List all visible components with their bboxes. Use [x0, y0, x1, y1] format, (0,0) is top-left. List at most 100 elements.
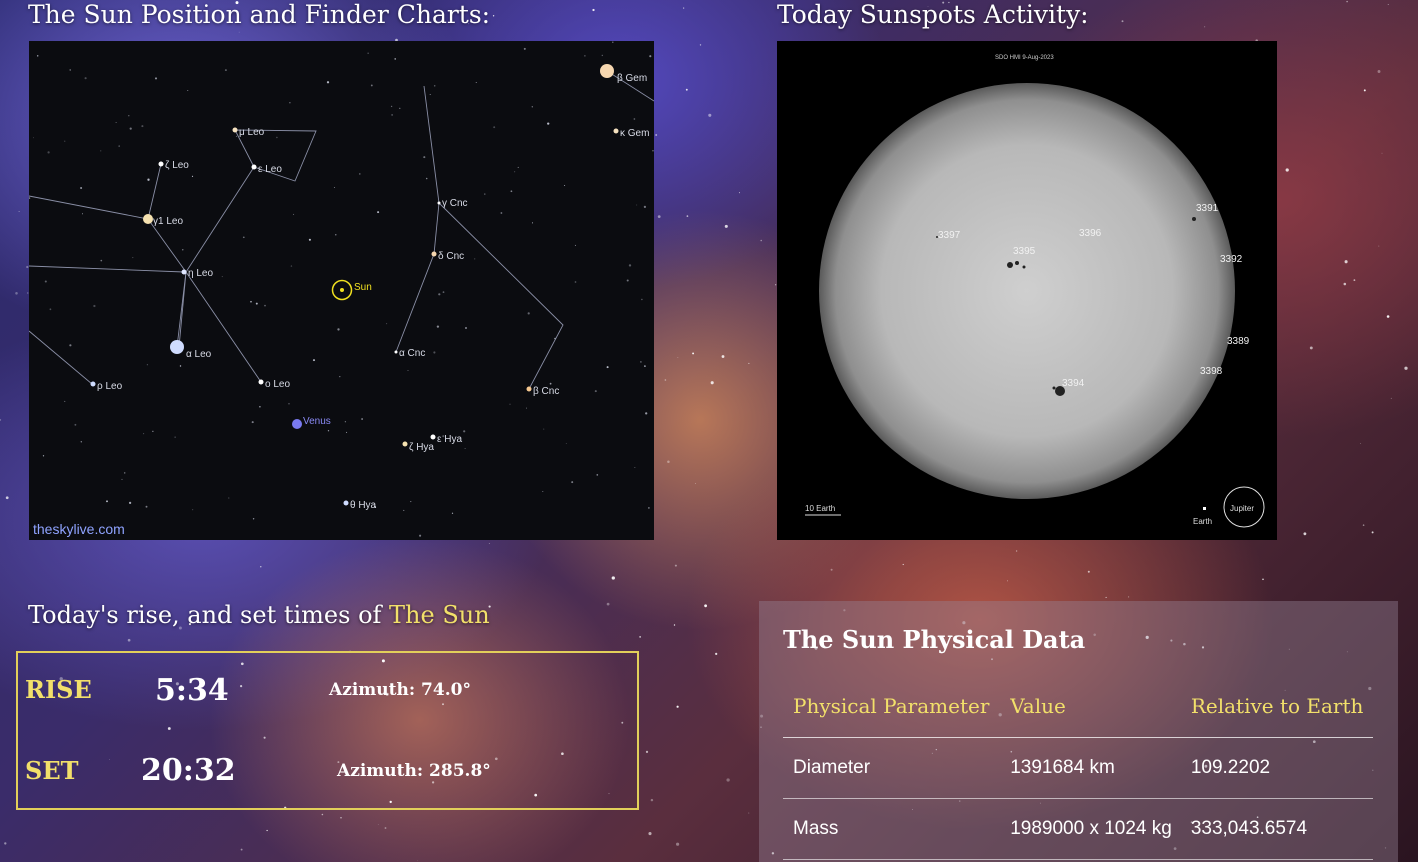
background-star — [1387, 3, 1389, 5]
finder-chart[interactable]: β Gem κ Gem μ Leo ζ Leo ε Leo γ1 Leo γ C… — [29, 41, 654, 540]
background-star — [18, 211, 20, 212]
faint-star — [377, 211, 380, 214]
background-star — [1390, 397, 1392, 399]
faint-star — [154, 77, 158, 80]
background-star — [1309, 346, 1313, 350]
star-epsilon-leo — [251, 164, 257, 170]
star-eta-leo — [181, 269, 187, 275]
faint-star — [327, 430, 330, 432]
background-star — [1105, 596, 1107, 598]
faint-star — [80, 441, 82, 443]
faint-star — [84, 77, 87, 80]
faint-star — [251, 421, 254, 424]
faint-star — [391, 114, 393, 116]
faint-star — [636, 204, 638, 206]
rise-time: 5:34 — [155, 673, 229, 708]
faint-star — [594, 390, 597, 393]
faint-star — [100, 150, 102, 152]
rise-set-box: RISE 5:34 Azimuth: 74.0° SET 20:32 Azimu… — [16, 651, 639, 810]
label-delta-cnc: δ Cnc — [438, 251, 464, 262]
faint-star — [132, 257, 134, 259]
planet-venus[interactable] — [292, 419, 302, 429]
faint-star — [584, 55, 586, 57]
sunspot-groups — [936, 217, 1196, 396]
physical-data-title: The Sun Physical Data — [783, 625, 1086, 654]
background-star — [760, 239, 762, 242]
faint-star — [143, 433, 145, 435]
faint-star — [612, 41, 614, 43]
rise-set-heading-object[interactable]: The Sun — [389, 601, 490, 629]
background-star — [673, 624, 676, 626]
faint-star — [44, 280, 47, 283]
column-header: Physical Parameter — [783, 687, 1001, 738]
faint-star — [359, 173, 361, 175]
faint-star — [442, 435, 445, 438]
cell-param: Mass — [783, 798, 1001, 860]
faint-star — [574, 244, 576, 246]
faint-star — [634, 467, 636, 468]
background-star — [667, 460, 670, 463]
faint-star — [517, 166, 519, 168]
faint-star — [433, 351, 436, 354]
background-star — [1378, 245, 1380, 247]
faint-star — [106, 500, 108, 503]
faint-star — [531, 222, 534, 224]
faint-star — [463, 430, 466, 433]
sun-marker[interactable] — [331, 279, 353, 301]
faint-star — [36, 55, 39, 57]
solar-disk — [819, 83, 1235, 499]
background-star — [1262, 578, 1264, 581]
background-star — [699, 44, 702, 46]
faint-star — [259, 406, 261, 408]
faint-star — [423, 156, 426, 159]
faint-star — [147, 178, 150, 181]
background-star — [1371, 531, 1374, 534]
faint-star — [596, 474, 599, 476]
faint-star — [523, 47, 526, 50]
background-star — [686, 215, 689, 217]
background-star — [340, 817, 342, 819]
faint-star — [80, 186, 83, 190]
column-header: Value — [1000, 687, 1181, 738]
background-star — [321, 813, 324, 816]
star-omicron-leo — [258, 379, 264, 385]
faint-star — [293, 213, 295, 215]
faint-star — [543, 428, 545, 430]
watermark[interactable]: theskylive.com — [33, 521, 125, 537]
background-star — [726, 778, 730, 782]
set-label: SET — [25, 756, 79, 785]
faint-star — [93, 304, 96, 308]
faint-star — [242, 236, 245, 239]
faint-star — [565, 443, 567, 444]
faint-star — [531, 106, 533, 108]
background-star — [1346, 0, 1348, 3]
background-star — [650, 798, 654, 802]
faint-star — [69, 69, 71, 71]
background-star — [748, 812, 750, 814]
background-star — [5, 496, 9, 500]
faint-star — [49, 308, 52, 311]
background-star — [1344, 260, 1348, 264]
faint-star — [394, 58, 397, 60]
faint-star — [564, 185, 566, 186]
faint-star — [123, 472, 126, 474]
star-gamma-leo — [143, 214, 153, 224]
background-star — [830, 568, 833, 571]
cell-param: Diameter — [783, 737, 1001, 799]
sunspots-image[interactable]: SDO HMI 9-Aug-2023 3391 3397 3396 3395 3… — [777, 41, 1277, 540]
background-star — [724, 224, 728, 228]
faint-star — [264, 304, 266, 307]
faint-star — [425, 177, 428, 180]
jupiter-label: Jupiter — [1230, 504, 1254, 513]
background-star — [1343, 282, 1347, 286]
faint-star — [419, 534, 422, 537]
faint-star — [115, 122, 117, 123]
background-star — [4, 842, 7, 845]
faint-star — [465, 327, 467, 329]
faint-star — [128, 501, 132, 505]
faint-star — [33, 137, 34, 139]
label-epsilon-hya: ε Hya — [437, 434, 462, 445]
rise-set-heading-prefix: Today's rise, and set times of — [28, 601, 390, 629]
background-star — [1377, 70, 1381, 73]
cell-relative: 109.2202 — [1180, 737, 1373, 799]
